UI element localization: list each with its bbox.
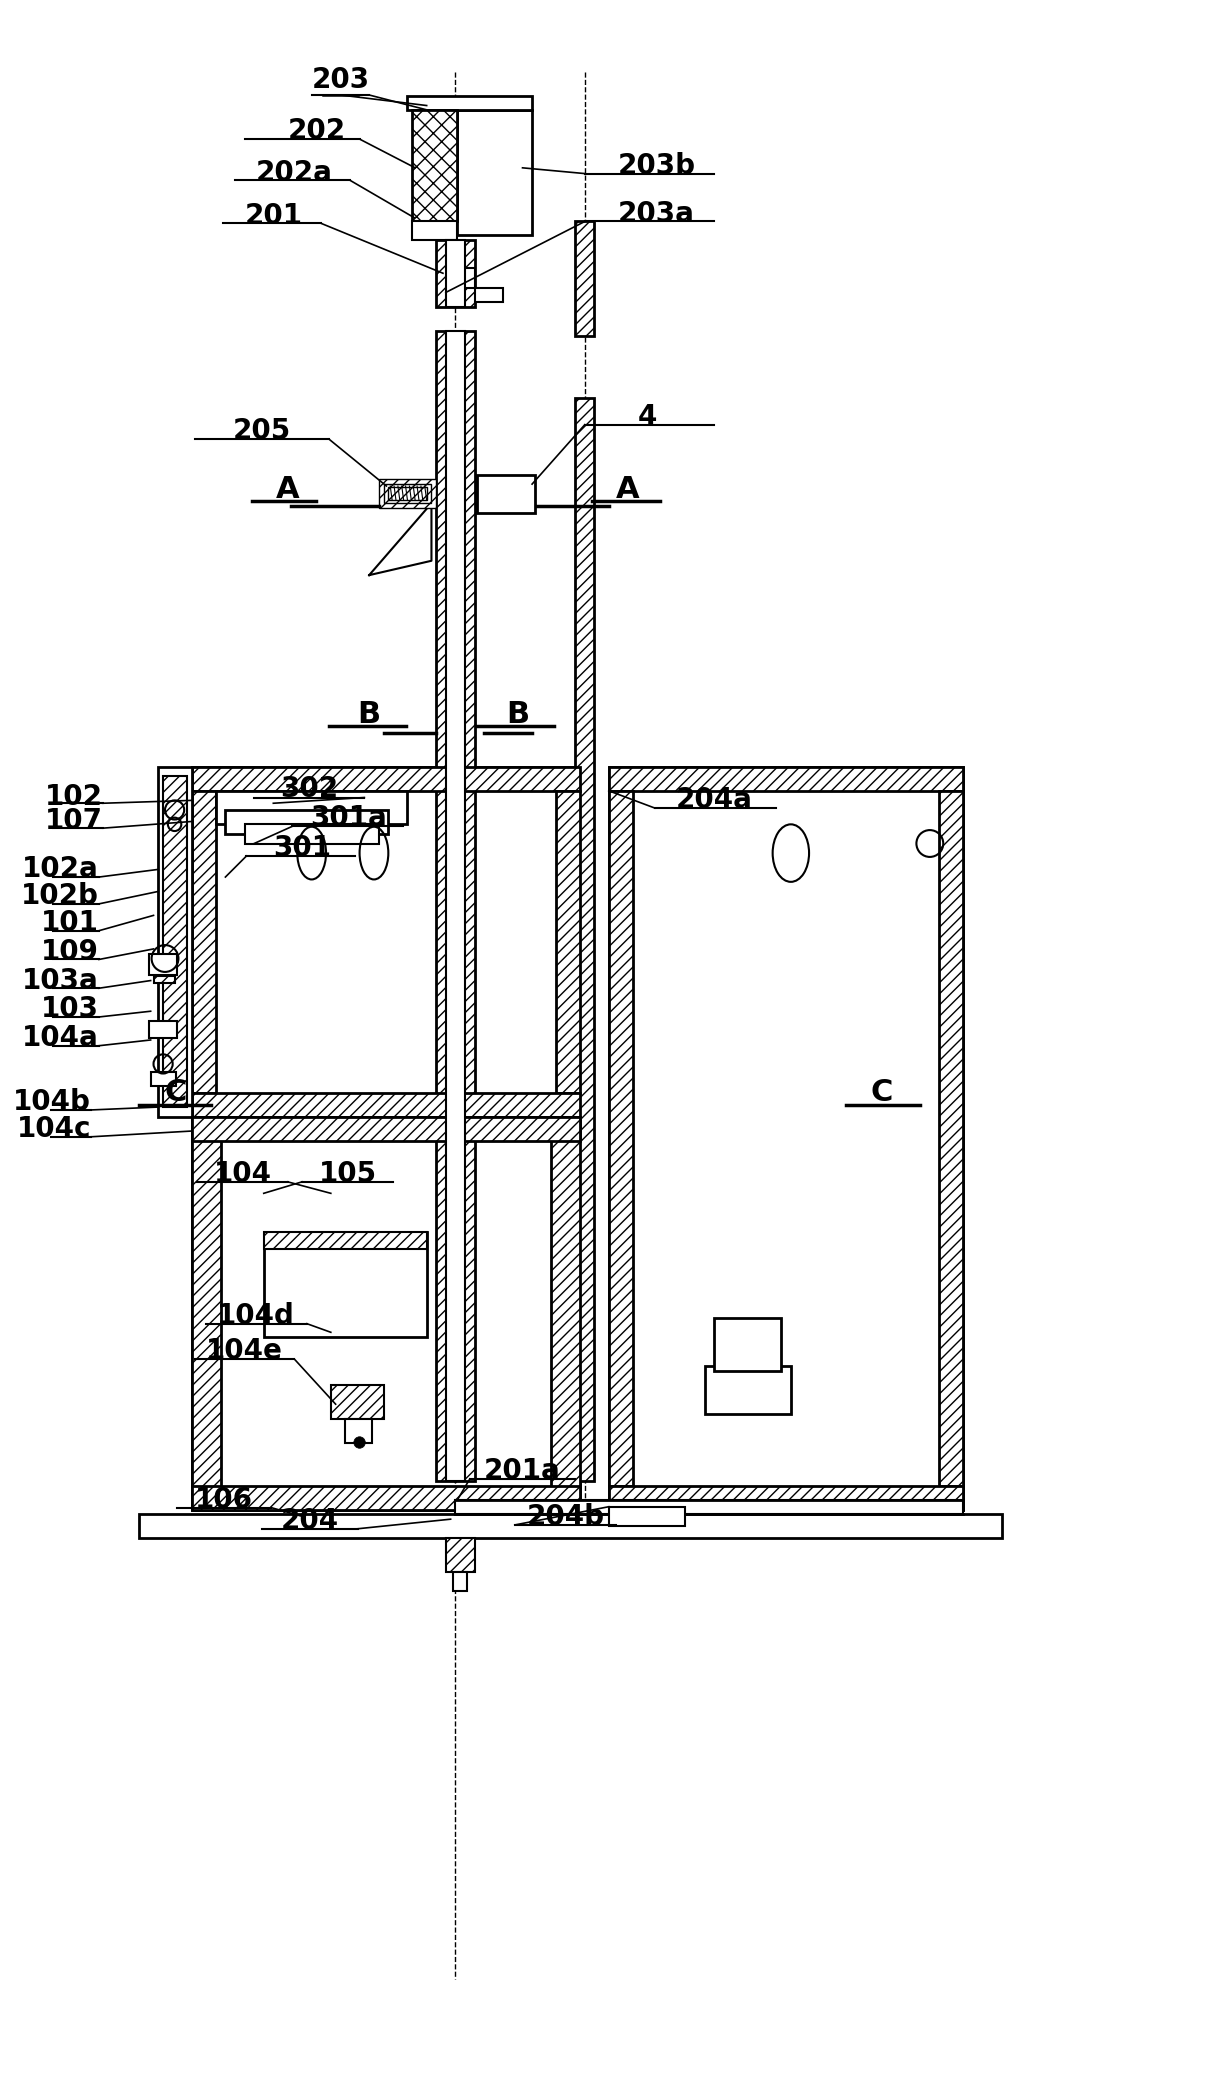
Text: 104c: 104c bbox=[17, 1114, 92, 1143]
Bar bbox=[216, 790, 407, 825]
Bar bbox=[139, 1514, 1001, 1538]
Text: B: B bbox=[506, 701, 529, 728]
Text: 203b: 203b bbox=[617, 152, 696, 181]
Bar bbox=[575, 220, 594, 335]
Bar bbox=[192, 767, 580, 790]
Bar bbox=[149, 954, 178, 975]
Bar bbox=[244, 825, 379, 844]
Text: 106: 106 bbox=[194, 1486, 252, 1514]
Bar bbox=[412, 110, 458, 220]
Text: C: C bbox=[871, 1079, 893, 1108]
Polygon shape bbox=[370, 503, 431, 576]
Bar bbox=[163, 775, 187, 1108]
Text: 204b: 204b bbox=[527, 1503, 605, 1532]
Bar bbox=[379, 480, 436, 507]
Text: 102: 102 bbox=[45, 782, 103, 811]
Bar bbox=[453, 1572, 467, 1590]
Bar bbox=[477, 474, 535, 514]
Bar bbox=[263, 1231, 426, 1337]
Bar bbox=[609, 1507, 685, 1526]
Text: 204a: 204a bbox=[675, 786, 753, 815]
Bar bbox=[609, 767, 963, 790]
Bar bbox=[436, 239, 475, 308]
Bar bbox=[192, 1486, 580, 1509]
Bar bbox=[446, 1538, 475, 1572]
Text: 102a: 102a bbox=[22, 854, 99, 884]
Bar bbox=[192, 1116, 580, 1141]
Bar bbox=[609, 767, 963, 1509]
Bar bbox=[192, 1116, 580, 1509]
Bar bbox=[436, 331, 455, 1480]
Bar bbox=[556, 790, 580, 1094]
Bar bbox=[458, 268, 475, 287]
Text: 301: 301 bbox=[273, 834, 331, 863]
Bar bbox=[704, 1366, 791, 1414]
Bar bbox=[192, 1094, 580, 1116]
Text: 203: 203 bbox=[312, 67, 370, 94]
Bar bbox=[609, 1486, 963, 1509]
Bar bbox=[192, 1116, 221, 1509]
Bar bbox=[446, 331, 465, 1480]
Text: 202a: 202a bbox=[256, 158, 333, 187]
Bar bbox=[149, 1021, 178, 1037]
Text: 107: 107 bbox=[45, 807, 103, 836]
Text: 103: 103 bbox=[41, 996, 99, 1023]
Text: 105: 105 bbox=[319, 1160, 377, 1189]
Text: A: A bbox=[275, 476, 300, 505]
Bar bbox=[475, 287, 504, 301]
Bar bbox=[714, 1318, 782, 1370]
Bar bbox=[446, 239, 465, 308]
Bar bbox=[383, 484, 431, 503]
Circle shape bbox=[354, 1437, 365, 1449]
Text: A: A bbox=[616, 476, 640, 505]
Bar bbox=[458, 110, 532, 235]
Text: 102b: 102b bbox=[21, 881, 99, 911]
Bar bbox=[575, 397, 594, 1480]
Bar bbox=[455, 331, 475, 1480]
Bar bbox=[345, 1418, 372, 1443]
Text: 104e: 104e bbox=[207, 1337, 283, 1366]
Text: 202: 202 bbox=[288, 116, 345, 146]
Bar bbox=[158, 767, 192, 1116]
Text: 201a: 201a bbox=[484, 1457, 561, 1484]
Text: 205: 205 bbox=[233, 418, 291, 445]
Bar bbox=[263, 1231, 426, 1249]
Bar bbox=[940, 790, 963, 1486]
Bar bbox=[153, 975, 175, 983]
Text: 203a: 203a bbox=[618, 200, 695, 229]
Bar bbox=[609, 790, 633, 1486]
Text: C: C bbox=[164, 1079, 187, 1108]
Text: 104b: 104b bbox=[13, 1087, 92, 1116]
Text: 201: 201 bbox=[244, 202, 302, 231]
Text: 109: 109 bbox=[41, 938, 99, 967]
Text: 301a: 301a bbox=[309, 805, 387, 832]
Bar bbox=[551, 1116, 580, 1509]
Text: 104d: 104d bbox=[217, 1301, 295, 1331]
Bar bbox=[331, 1385, 383, 1418]
Bar bbox=[388, 486, 426, 501]
Text: B: B bbox=[358, 701, 381, 728]
Bar bbox=[455, 1501, 963, 1514]
Text: 101: 101 bbox=[41, 909, 99, 938]
Text: 204: 204 bbox=[280, 1507, 338, 1534]
Bar bbox=[192, 767, 580, 1116]
Bar bbox=[412, 220, 458, 239]
Text: 104a: 104a bbox=[22, 1025, 99, 1052]
Text: 103a: 103a bbox=[22, 967, 99, 994]
Bar bbox=[226, 811, 388, 834]
Bar bbox=[151, 1071, 175, 1085]
Bar bbox=[192, 790, 216, 1094]
Text: 104: 104 bbox=[214, 1160, 272, 1189]
Text: 4: 4 bbox=[638, 403, 657, 430]
Bar bbox=[407, 96, 532, 110]
Text: 302: 302 bbox=[280, 775, 338, 802]
